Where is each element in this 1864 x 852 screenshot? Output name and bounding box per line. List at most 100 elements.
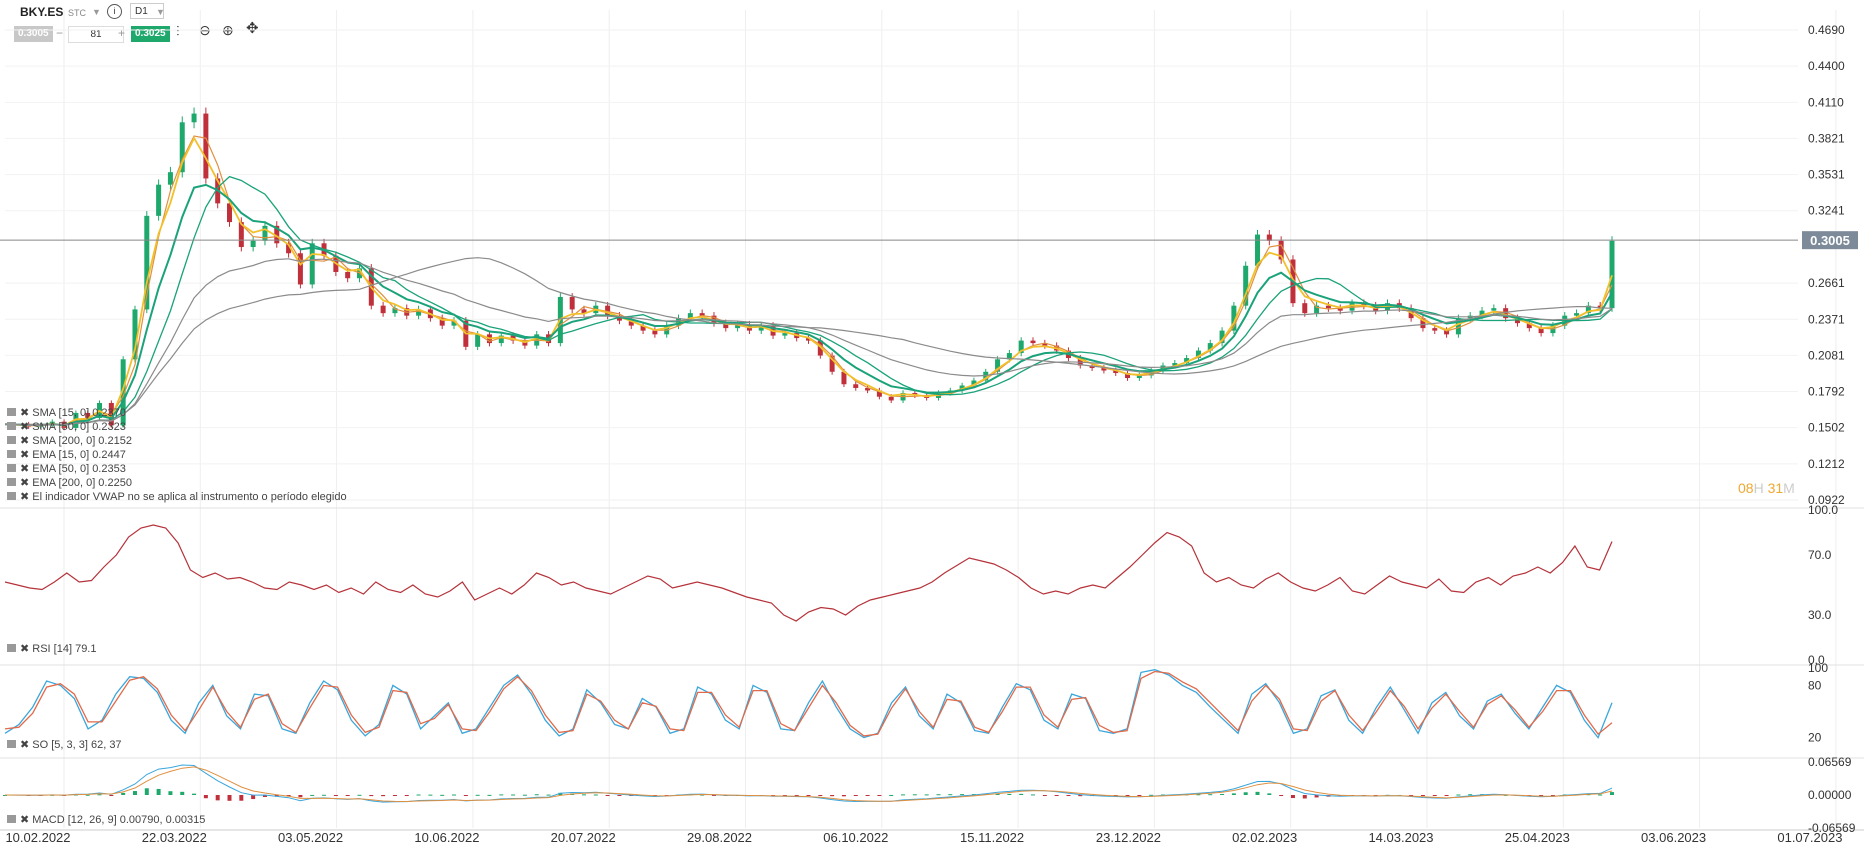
macd-histogram-bar (853, 795, 858, 796)
macd-histogram-bar (511, 794, 516, 796)
candle-body (865, 387, 871, 391)
candle-body (806, 338, 811, 341)
ema-50-line (4, 183, 1613, 427)
macd-histogram-bar (1243, 792, 1248, 795)
sma-50-line (4, 175, 1613, 427)
legend-item: ✖ El indicador VWAP no se aplica al inst… (20, 491, 347, 503)
candle-body (1278, 240, 1284, 260)
macd-histogram-bar (452, 794, 457, 796)
macd-histogram-bar (180, 791, 185, 795)
last-price-badge (1802, 231, 1858, 250)
stochastic-plot: ✖ SO [5, 3, 3] 62, 37 (4, 669, 1613, 751)
info-icon[interactable]: i (107, 4, 122, 19)
candles-icon[interactable]: ⫶ (176, 23, 180, 39)
macd-histogram-bar (109, 795, 114, 796)
macd-legend: ✖ MACD [12, 26, 9] 0.00790, 0.00315 (20, 814, 205, 826)
countdown-part: M (1783, 480, 1795, 496)
macd-y-tick: 0.06569 (1808, 755, 1852, 769)
quantity-input[interactable]: 81 (68, 26, 124, 43)
macd-histogram-bar (168, 791, 173, 795)
candle-body (475, 334, 481, 347)
candle-body (1207, 343, 1213, 351)
quantity-increase-button[interactable]: + (118, 26, 126, 40)
candle-body (758, 325, 764, 331)
macd-histogram-bar (522, 794, 527, 796)
sma-15-line (4, 135, 1613, 426)
indicator-legend: ✖ SMA [15, 0] 0.2370 ✖ SMA [50, 0] 0.2323… (7, 407, 347, 503)
candle-body (723, 323, 729, 329)
y-tick-label: 0.4400 (1808, 59, 1845, 73)
candle-body (132, 309, 138, 360)
symbol-label[interactable]: BKY.ES (20, 5, 64, 19)
macd-histogram-bar (404, 795, 409, 796)
macd-histogram-bar (298, 795, 303, 798)
quantity-decrease-button[interactable]: − (56, 26, 64, 40)
macd-histogram-bar (700, 794, 705, 796)
candle-body (687, 313, 693, 319)
macd-histogram-bar (593, 794, 598, 796)
macd-histogram-bar (345, 795, 350, 796)
timeframe-select[interactable]: D1 (130, 3, 164, 19)
macd-histogram-bar (203, 795, 208, 799)
chart-grid (0, 10, 1864, 831)
macd-histogram-bar (617, 795, 622, 796)
candle-body (1325, 305, 1331, 309)
candle-body (1089, 365, 1095, 369)
macd-histogram-bar (274, 795, 279, 797)
macd-histogram-bar (1550, 795, 1555, 796)
candle-body (1219, 330, 1225, 344)
candle-body (179, 122, 185, 173)
so-k-line (4, 669, 1613, 739)
candle-body (699, 313, 705, 316)
macd-histogram-bar (877, 795, 882, 796)
exchange-dropdown-icon[interactable]: ▼ (92, 7, 101, 17)
candle-body (1030, 340, 1036, 344)
candle-body (959, 385, 965, 391)
candle-body (1514, 318, 1520, 324)
macd-histogram-bar (392, 795, 397, 796)
macd-histogram-bar (948, 794, 953, 796)
candle-countdown: 08H 31M (1738, 480, 1795, 496)
y-tick-label: 0.3241 (1808, 204, 1845, 218)
crosshair-icon[interactable]: ✥ (246, 20, 259, 37)
rsi-plot: ✖ RSI [14] 79.1 (4, 524, 1613, 655)
candle-body (238, 222, 244, 248)
macd-histogram-bar (251, 795, 256, 800)
macd-histogram-bar (1279, 795, 1284, 796)
candle-body (628, 320, 634, 326)
candle-body (829, 355, 835, 372)
candle-body (995, 359, 1001, 372)
timeframe-chevron-down-icon[interactable]: ▼ (156, 7, 165, 17)
candle-body (1491, 308, 1497, 311)
macd-histogram-bar (1054, 795, 1059, 796)
macd-histogram-bar (499, 794, 504, 796)
candle-body (817, 340, 823, 356)
legend-drag-icon (7, 408, 16, 416)
candle-body (1195, 350, 1201, 359)
candle-body (1526, 323, 1532, 329)
macd-histogram-bar (1314, 795, 1319, 798)
candle-body (1479, 310, 1485, 316)
macd-signal-line (4, 766, 1613, 803)
candle-body (1113, 370, 1119, 374)
rsi-legend: ✖ RSI [14] 79.1 (20, 643, 96, 655)
candle-body (652, 330, 658, 335)
price-plot: 0.3005 (0, 107, 1858, 431)
x-tick-label: 02.02.2023 (1232, 830, 1297, 845)
sma-200-line (4, 257, 1613, 426)
rsi-line (4, 524, 1613, 622)
y-tick-label: 0.2081 (1808, 348, 1845, 362)
candle-body (392, 308, 398, 314)
candle-body (1585, 305, 1591, 314)
candle-body (85, 412, 91, 418)
candle-body (1255, 234, 1261, 266)
y-tick-label: 0.1502 (1808, 421, 1845, 435)
macd-histogram-bar (1031, 794, 1036, 796)
macd-histogram-bar (1220, 793, 1225, 795)
candle-body (735, 324, 741, 329)
x-tick-label: 22.03.2022 (142, 830, 207, 845)
macd-histogram-bar (841, 795, 846, 797)
macd-histogram-bar (534, 794, 539, 796)
rsi-y-tick: 0.0 (1808, 653, 1825, 667)
